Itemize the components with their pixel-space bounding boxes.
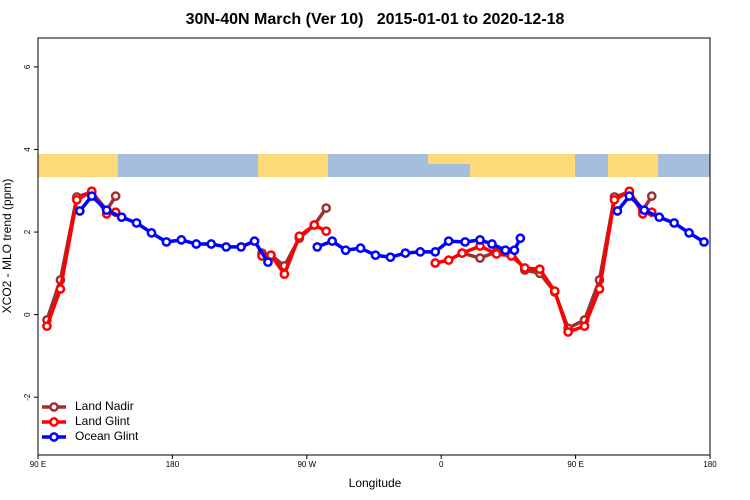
data-point <box>475 253 485 263</box>
chart-title: 30N-40N March (Ver 10) 2015-01-01 to 202… <box>186 11 565 28</box>
map-strip <box>38 154 710 177</box>
data-point <box>74 206 85 216</box>
data-point <box>42 321 52 332</box>
data-point <box>116 212 127 223</box>
data-point <box>639 205 650 216</box>
series-line <box>45 189 653 334</box>
data-point <box>534 264 545 275</box>
data-point <box>430 247 441 257</box>
x-tick-label: 180 <box>166 460 180 469</box>
data-point <box>249 236 260 246</box>
data-point <box>279 269 290 280</box>
data-point <box>594 284 605 294</box>
data-point <box>161 237 172 247</box>
x-tick-label: 0 <box>439 460 444 469</box>
data-point <box>430 258 441 268</box>
data-point <box>176 235 187 245</box>
data-point <box>312 242 323 252</box>
data-point <box>340 245 351 256</box>
data-point <box>669 218 680 228</box>
legend-label: Land Nadir <box>75 399 134 413</box>
data-point <box>415 247 426 257</box>
legend-marker <box>49 402 59 412</box>
data-point <box>55 284 66 294</box>
data-point <box>515 233 526 244</box>
x-tick-label: 180 <box>703 460 717 469</box>
y-tick-label: 2 <box>23 229 32 234</box>
y-tick-label: 4 <box>23 147 32 152</box>
data-point <box>191 239 202 249</box>
data-point <box>101 205 112 216</box>
data-point <box>654 212 665 223</box>
data-point <box>519 263 530 273</box>
legend-label: Ocean Glint <box>75 429 139 443</box>
data-point <box>443 255 454 265</box>
data-point <box>385 252 396 263</box>
data-point <box>131 218 142 228</box>
data-point <box>612 206 623 216</box>
data-point <box>509 245 520 256</box>
data-point <box>460 237 470 247</box>
y-axis-label: XCO2 - MLO trend (ppm) <box>0 179 14 314</box>
data-point <box>321 226 332 237</box>
data-point <box>321 203 332 213</box>
data-point <box>549 286 560 296</box>
legend-marker <box>49 432 59 442</box>
y-tick-label: 6 <box>23 64 32 69</box>
data-point <box>221 242 232 252</box>
data-point <box>500 245 511 256</box>
data-point <box>563 327 573 337</box>
x-tick-label: 90 E <box>30 460 46 469</box>
data-point <box>684 228 694 238</box>
data-point <box>400 248 411 258</box>
data-point <box>294 231 305 242</box>
data-point <box>624 191 635 201</box>
x-tick-label: 90 W <box>297 460 316 469</box>
legend-marker <box>49 417 59 427</box>
data-point <box>443 236 454 246</box>
data-point <box>457 248 467 258</box>
data-point <box>309 220 320 230</box>
data-point <box>370 250 381 261</box>
data-point <box>327 236 338 246</box>
data-point <box>206 239 217 249</box>
data-point <box>146 228 157 238</box>
data-point <box>71 194 82 205</box>
data-point <box>110 191 121 201</box>
data-point <box>699 237 709 247</box>
data-point <box>491 249 502 259</box>
data-point <box>355 243 366 254</box>
data-point <box>475 235 485 245</box>
x-axis-label: Longitude <box>349 476 402 490</box>
data-point <box>609 194 620 205</box>
y-tick-label: 0 <box>23 312 32 317</box>
data-point <box>236 242 246 252</box>
data-point <box>86 191 97 201</box>
data-point <box>579 321 590 332</box>
data-point <box>263 257 273 268</box>
plot-frame <box>37 37 711 456</box>
x-tick-label: 90 E <box>567 460 583 469</box>
y-tick-label: -2 <box>23 393 32 401</box>
data-point <box>646 191 657 201</box>
data-point <box>487 239 497 249</box>
legend-label: Land Glint <box>75 414 130 428</box>
